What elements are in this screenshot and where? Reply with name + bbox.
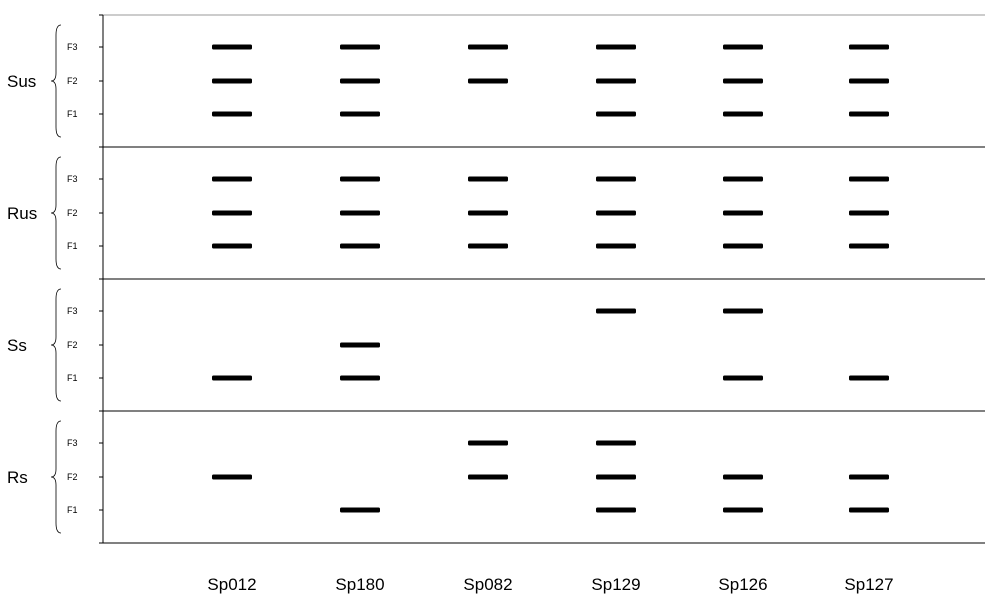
band-mark — [340, 342, 380, 348]
band-mark — [596, 78, 636, 84]
band-mark — [212, 176, 252, 182]
band-mark — [212, 210, 252, 216]
x-tick-label: Sp129 — [591, 575, 640, 594]
band-mark — [212, 243, 252, 249]
band-mark — [849, 176, 889, 182]
band-mark — [849, 210, 889, 216]
band-mark — [596, 243, 636, 249]
band-mark — [723, 176, 763, 182]
level-label: F3 — [67, 42, 78, 52]
band-mark — [723, 507, 763, 513]
band-mark — [723, 474, 763, 480]
level-label: F2 — [67, 76, 78, 86]
group-brace — [50, 156, 62, 270]
x-tick-label: Sp180 — [335, 575, 384, 594]
band-mark — [340, 78, 380, 84]
level-label: F3 — [67, 306, 78, 316]
level-label: F3 — [67, 174, 78, 184]
band-mark — [723, 44, 763, 50]
band-mark — [212, 111, 252, 117]
band-mark — [596, 474, 636, 480]
band-mark — [849, 375, 889, 381]
group-label: Rus — [7, 204, 37, 223]
band-mark — [340, 111, 380, 117]
band-mark — [596, 44, 636, 50]
band-mark — [849, 474, 889, 480]
band-mark — [723, 111, 763, 117]
band-mark — [468, 210, 508, 216]
x-tick-label: Sp127 — [844, 575, 893, 594]
group-label: Rs — [7, 468, 28, 487]
group-brace — [50, 420, 62, 534]
level-label: F2 — [67, 472, 78, 482]
band-mark — [340, 176, 380, 182]
x-tick-label: Sp012 — [207, 575, 256, 594]
level-label: F1 — [67, 109, 78, 119]
x-tick-label: Sp126 — [718, 575, 767, 594]
band-mark — [340, 243, 380, 249]
level-label: F3 — [67, 438, 78, 448]
band-mark — [596, 210, 636, 216]
band-mark — [723, 308, 763, 314]
band-mark — [596, 308, 636, 314]
bands — [212, 44, 889, 513]
band-mark — [723, 243, 763, 249]
group-brace — [50, 24, 62, 138]
band-mark — [468, 44, 508, 50]
band-mark — [849, 507, 889, 513]
group-label: Sus — [7, 72, 36, 91]
band-mark — [340, 375, 380, 381]
axes — [99, 14, 985, 544]
band-mark — [596, 176, 636, 182]
band-mark — [212, 78, 252, 84]
groups: Sus F3 F2 F1 Rus F3 F2 F1 Ss F3 F2 F1 Rs F3 F2 F1 — [7, 24, 78, 534]
band-mark — [468, 474, 508, 480]
band-mark — [723, 210, 763, 216]
band-mark — [849, 243, 889, 249]
band-mark — [212, 44, 252, 50]
level-label: F1 — [67, 373, 78, 383]
band-mark — [468, 243, 508, 249]
band-mark — [723, 78, 763, 84]
x-tick-labels: Sp012 Sp180 Sp082 Sp129 Sp126 Sp127 — [207, 575, 893, 594]
level-label: F1 — [67, 241, 78, 251]
band-mark — [468, 78, 508, 84]
level-label: F2 — [67, 340, 78, 350]
band-mark — [723, 375, 763, 381]
band-mark — [849, 78, 889, 84]
band-mark — [340, 44, 380, 50]
band-mark — [596, 507, 636, 513]
band-mark — [340, 507, 380, 513]
group-brace — [50, 288, 62, 402]
x-tick-label: Sp082 — [463, 575, 512, 594]
band-mark — [212, 375, 252, 381]
band-mark — [468, 440, 508, 446]
band-mark — [596, 111, 636, 117]
band-mark — [596, 440, 636, 446]
band-mark — [849, 111, 889, 117]
group-label: Ss — [7, 336, 27, 355]
band-mark — [468, 176, 508, 182]
band-mark — [849, 44, 889, 50]
band-mark — [340, 210, 380, 216]
level-label: F1 — [67, 505, 78, 515]
band-mark — [212, 474, 252, 480]
level-label: F2 — [67, 208, 78, 218]
